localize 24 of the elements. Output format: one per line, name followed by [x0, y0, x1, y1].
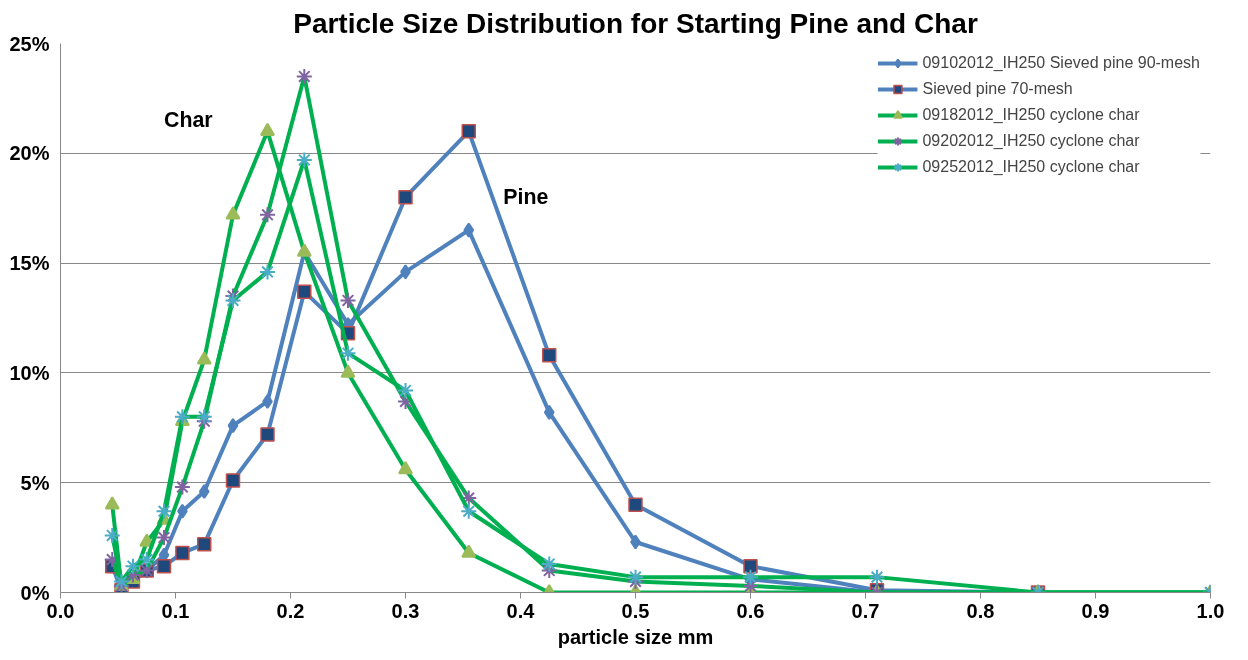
legend-label: 09182012_IH250 cyclone char	[922, 106, 1140, 124]
x-tick-label: 0.5	[621, 599, 650, 622]
legend-label: 09252012_IH250 cyclone char	[922, 158, 1140, 176]
x-tick-label: 0.2	[276, 599, 305, 622]
x-tick-label: 1.0	[1196, 599, 1225, 622]
y-tick-label: 15%	[9, 252, 50, 275]
chart-title: Particle Size Distribution for Starting Pine and Char	[293, 7, 978, 39]
y-tick-label: 20%	[9, 142, 50, 165]
annotation: Pine	[503, 185, 549, 210]
x-tick-label: 0.3	[391, 599, 420, 622]
x-tick-label: 0.7	[851, 599, 880, 622]
y-tick-label: 25%	[9, 32, 50, 55]
legend-label: 09202012_IH250 cyclone char	[922, 132, 1140, 150]
x-tick-label: 0.1	[161, 599, 190, 622]
x-tick-label: 0.9	[1081, 599, 1110, 622]
legend-label: Sieved pine 70-mesh	[922, 80, 1073, 98]
x-tick-label: 0.6	[736, 599, 765, 622]
y-tick-label: 10%	[9, 361, 50, 384]
annotation: Char	[164, 108, 213, 133]
y-tick-label: 5%	[20, 471, 50, 494]
x-tick-label: 0.8	[966, 599, 995, 622]
x-axis-title: particle size mm	[557, 625, 714, 648]
x-tick-label: 0.4	[506, 599, 536, 622]
legend-label: 09102012_IH250 Sieved pine 90-mesh	[922, 54, 1200, 72]
